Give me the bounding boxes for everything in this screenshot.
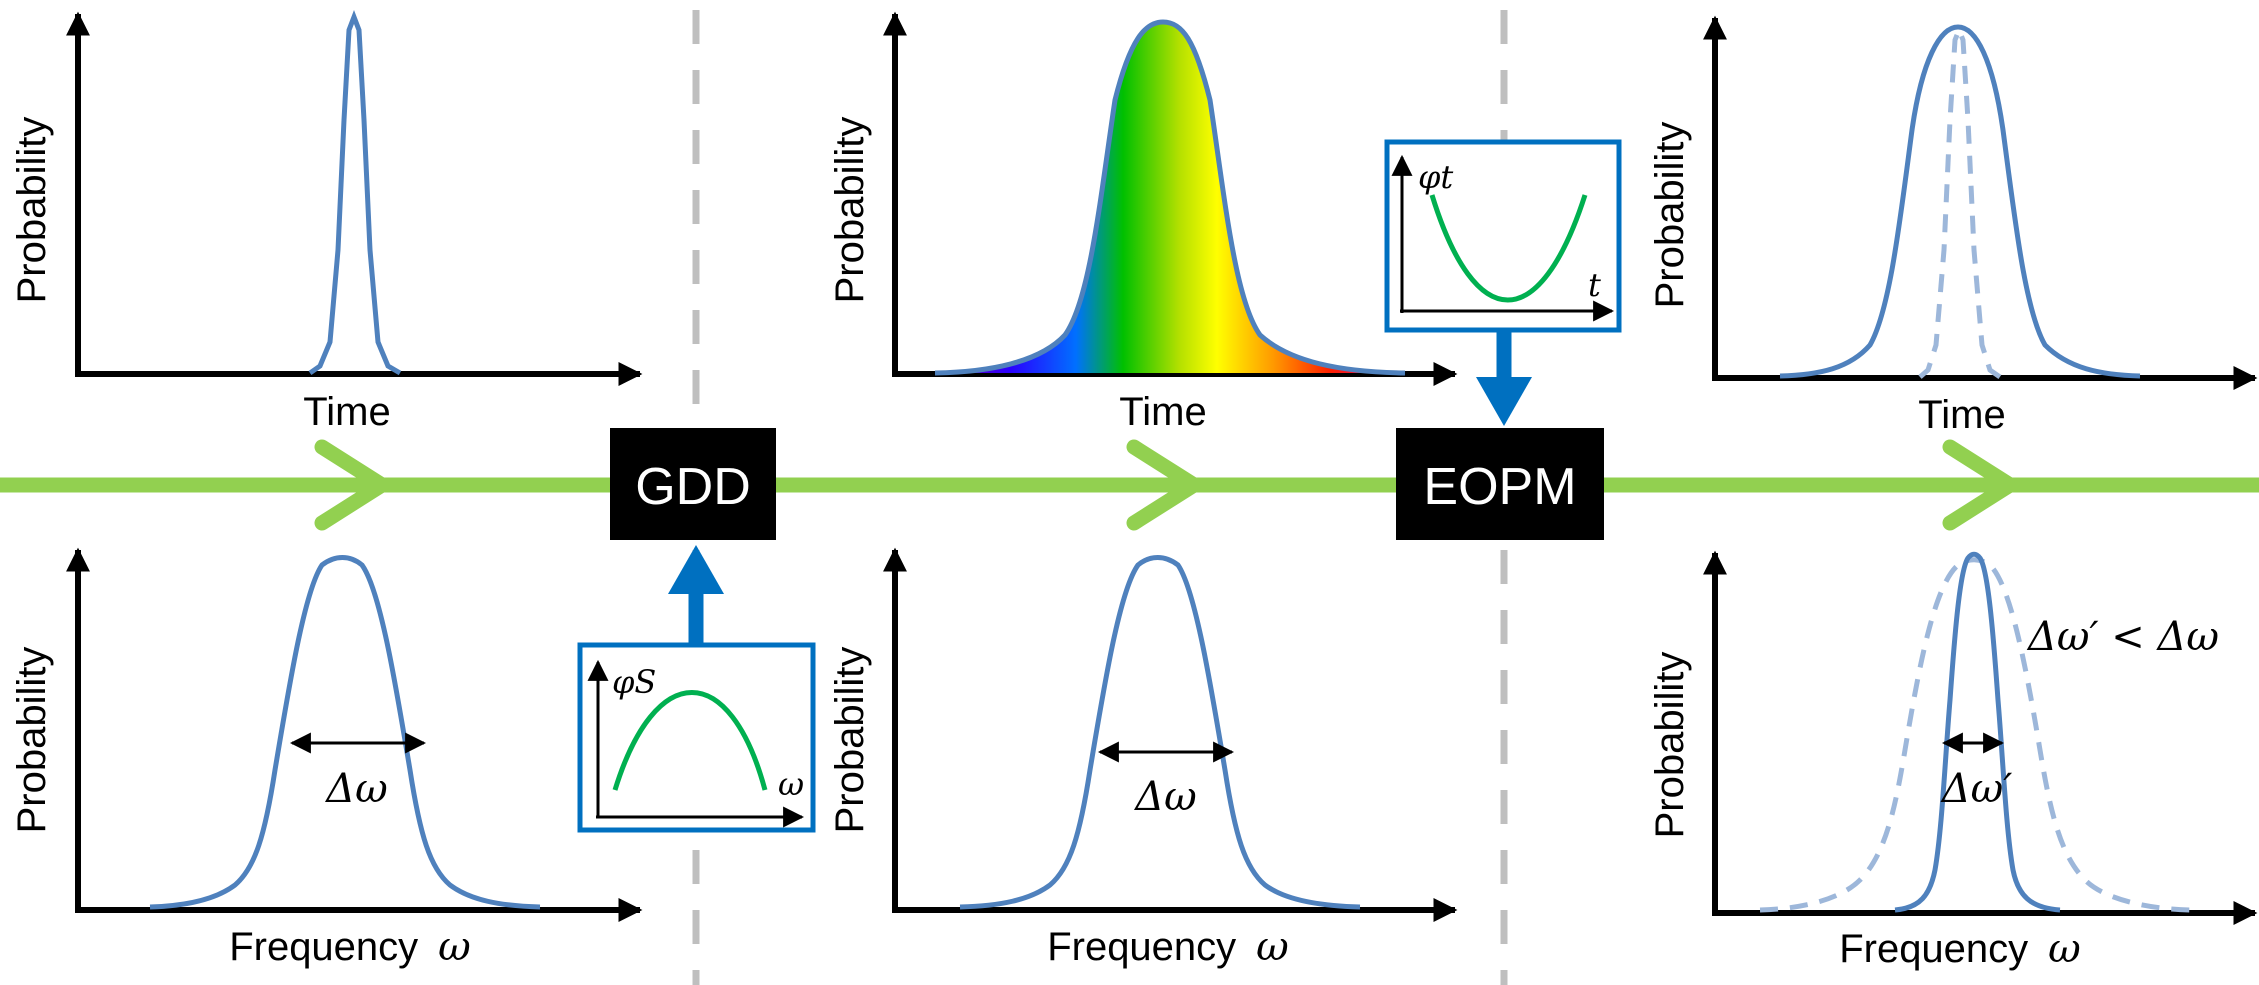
stage2-freq-xlabel: Frequency ω <box>1047 924 1289 970</box>
stage2-freq-curve <box>959 555 1361 910</box>
stage2-width-label: Δω <box>1133 774 1197 820</box>
stage2-freq-ylabel: Probability <box>828 647 872 834</box>
stage1-freq-xlabel: Frequency ω <box>229 924 471 970</box>
stage1-time-ylabel: Probability <box>10 117 54 304</box>
eopm-inset-ylabel: φt <box>1418 158 1453 196</box>
stage3-time-xlabel: Time <box>1918 393 2005 437</box>
stage1-time-xlabel: Time <box>303 390 390 434</box>
stage3-width-label: Δω′ <box>1940 766 2013 812</box>
gdd-control-arrow-head <box>668 545 724 594</box>
stage1-width-label: Δω <box>324 766 388 812</box>
stage3-comparison-label: Δω′ < Δω <box>2026 614 2219 660</box>
stage3-time-plot: Probability Time <box>1648 15 2258 437</box>
stage3-freq-original-dashed-curve <box>1759 557 2191 913</box>
concave-down-parabola-icon <box>612 690 768 791</box>
stage1-freq-ylabel: Probability <box>10 647 54 834</box>
eopm-inset-xlabel: t <box>1588 266 1601 304</box>
eopm-box <box>1396 428 1604 540</box>
stage3-freq-plot: Δω′ Δω′ < Δω Probability Frequency ω <box>1648 550 2258 972</box>
beam-arrow-2 <box>1126 439 1202 531</box>
stage3-freq-curve <box>1894 551 2061 913</box>
stage1-time-curve <box>308 10 402 376</box>
stage1-freq-plot: Δω Probability Frequency ω <box>10 547 643 970</box>
stage1-freq-curve <box>149 555 541 910</box>
stage2-time-xlabel: Time <box>1119 390 1206 434</box>
stage3-freq-xlabel: Frequency ω <box>1839 926 2081 972</box>
stage3-time-original-dashed-curve <box>1918 23 2002 380</box>
gdd-label: GDD <box>635 458 751 516</box>
stage2-freq-plot: Δω Probability Frequency ω <box>828 547 1458 970</box>
stage2-time-rainbow-fill <box>935 22 1405 373</box>
gdd-inset-ylabel: φS <box>612 663 656 701</box>
eopm-control-arrow-head <box>1476 377 1532 426</box>
stage3-time-ylabel: Probability <box>1648 122 1692 309</box>
stage2-time-ylabel: Probability <box>828 117 872 304</box>
stage3-freq-ylabel: Probability <box>1648 652 1692 839</box>
stage2-time-plot: Probability Time <box>828 11 1458 434</box>
stage1-time-plot: Probability Time <box>10 10 643 434</box>
eopm-device: φt t EOPM <box>1384 139 1622 540</box>
eopm-label: EOPM <box>1423 458 1576 516</box>
gdd-box <box>610 428 776 540</box>
stage3-time-curve <box>1779 24 2141 379</box>
beam-arrow-1 <box>314 439 390 531</box>
concave-up-parabola-icon <box>1429 194 1588 303</box>
gdd-inset-xlabel: ω <box>778 765 804 803</box>
gdd-inset-panel <box>577 642 816 833</box>
beam-arrow-3 <box>1942 439 2018 531</box>
gdd-device: GDD φS ω <box>577 428 816 833</box>
stage2-time-curve <box>934 19 1406 376</box>
